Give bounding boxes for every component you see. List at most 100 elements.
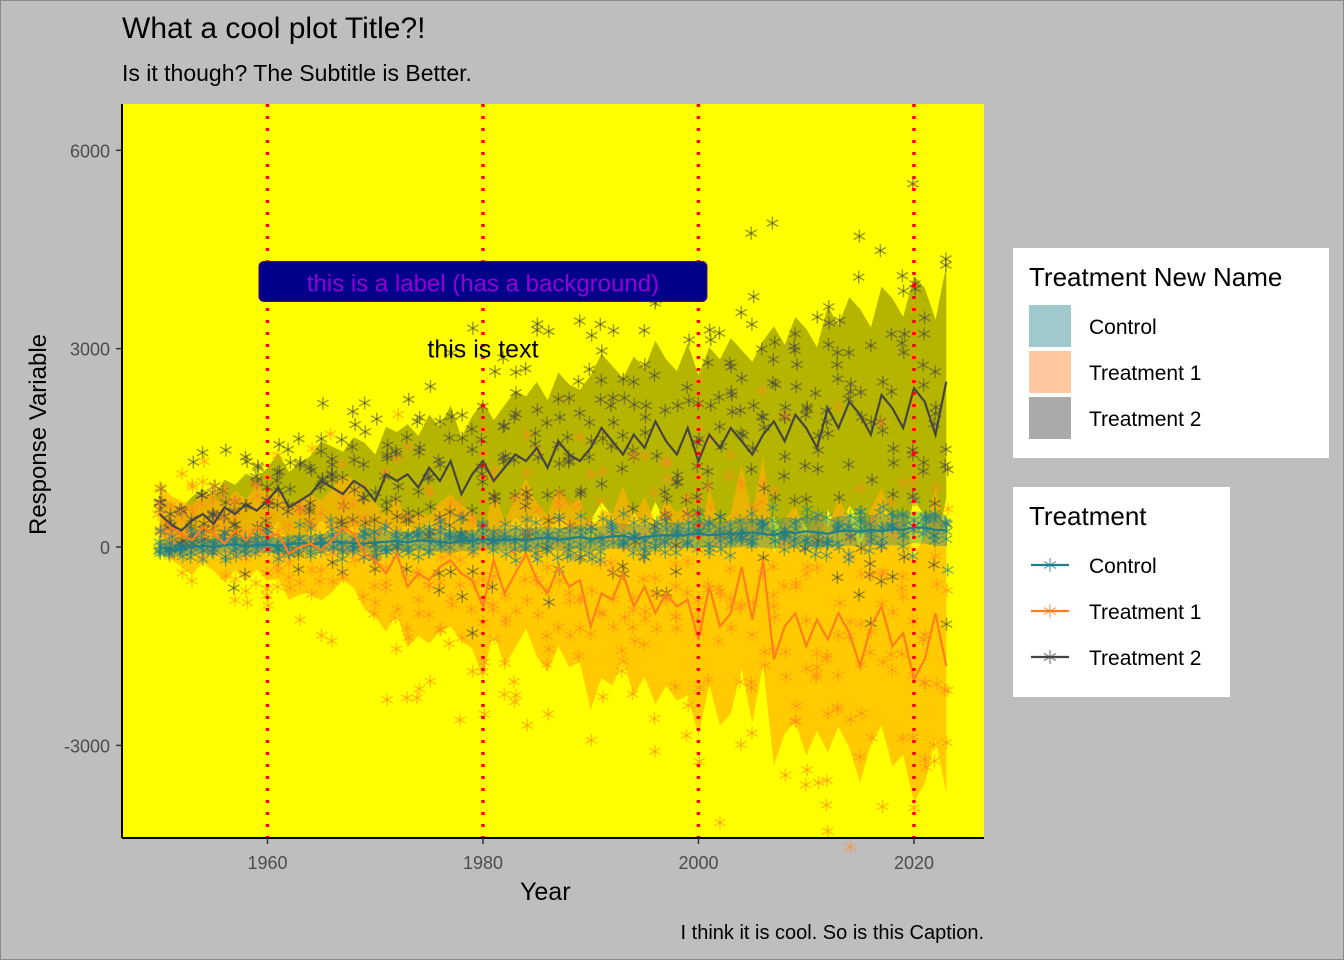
data-point bbox=[618, 391, 631, 405]
data-point bbox=[326, 458, 339, 472]
data-point bbox=[249, 546, 262, 560]
data-point bbox=[402, 630, 415, 644]
data-point bbox=[521, 594, 534, 608]
data-point bbox=[488, 525, 501, 539]
data-point bbox=[767, 352, 780, 366]
data-point bbox=[853, 750, 866, 764]
data-point bbox=[174, 504, 187, 518]
data-point bbox=[552, 392, 565, 406]
data-point bbox=[541, 539, 554, 553]
data-point bbox=[629, 634, 642, 648]
data-point bbox=[607, 536, 620, 550]
data-point bbox=[217, 491, 230, 505]
data-point bbox=[540, 542, 553, 556]
data-point bbox=[292, 503, 305, 517]
data-point bbox=[810, 539, 823, 553]
data-point bbox=[831, 346, 844, 360]
data-point bbox=[918, 311, 931, 325]
legend-line-key-treatment-2 bbox=[1031, 650, 1069, 664]
data-point bbox=[509, 365, 522, 379]
data-point bbox=[941, 683, 954, 697]
data-point bbox=[897, 284, 910, 298]
annotation-text: this is text bbox=[427, 336, 538, 364]
data-point bbox=[551, 496, 564, 510]
data-point bbox=[669, 680, 682, 694]
data-point bbox=[659, 514, 672, 528]
data-point bbox=[412, 445, 425, 459]
data-point bbox=[574, 509, 587, 523]
data-point bbox=[230, 549, 243, 563]
data-point bbox=[887, 442, 900, 456]
data-point bbox=[574, 621, 587, 635]
data-point bbox=[821, 707, 834, 721]
data-point bbox=[768, 335, 781, 349]
data-point bbox=[392, 407, 405, 421]
data-point bbox=[866, 473, 879, 487]
data-point bbox=[597, 607, 610, 621]
data-point bbox=[671, 399, 684, 413]
data-point bbox=[682, 394, 695, 408]
data-point bbox=[596, 464, 609, 478]
data-point bbox=[616, 539, 629, 553]
data-point bbox=[648, 485, 661, 499]
data-point bbox=[940, 617, 953, 631]
data-point bbox=[928, 529, 941, 543]
data-point bbox=[532, 503, 545, 517]
data-point bbox=[898, 327, 911, 341]
data-point bbox=[227, 581, 240, 595]
data-point bbox=[572, 649, 585, 663]
data-point bbox=[747, 399, 760, 413]
data-point bbox=[604, 556, 617, 570]
data-point bbox=[561, 430, 574, 444]
data-point bbox=[822, 300, 835, 314]
data-point bbox=[918, 628, 931, 642]
data-point bbox=[853, 229, 866, 243]
data-point bbox=[638, 324, 651, 338]
data-point bbox=[348, 483, 361, 497]
data-point bbox=[424, 500, 437, 514]
legend-point-swatch bbox=[1043, 560, 1057, 570]
data-point bbox=[638, 448, 651, 462]
series-line-treatment-2 bbox=[158, 381, 948, 532]
data-point bbox=[434, 457, 447, 471]
data-point bbox=[766, 216, 779, 230]
data-point bbox=[574, 537, 587, 551]
data-point bbox=[596, 431, 609, 445]
data-point bbox=[476, 665, 489, 679]
data-point bbox=[540, 629, 553, 643]
data-point bbox=[228, 509, 241, 523]
data-point bbox=[874, 416, 887, 430]
data-point bbox=[831, 668, 844, 682]
data-point bbox=[454, 553, 467, 567]
data-point bbox=[498, 687, 511, 701]
data-point bbox=[306, 442, 319, 456]
data-point bbox=[509, 407, 522, 421]
data-point bbox=[572, 374, 585, 388]
data-point bbox=[779, 645, 792, 659]
data-point bbox=[358, 491, 371, 505]
legend-fill-label-treatment-2: Treatment 2 bbox=[1089, 408, 1202, 431]
data-point bbox=[615, 664, 628, 678]
data-point bbox=[801, 502, 814, 516]
data-point bbox=[553, 487, 566, 501]
data-point bbox=[348, 553, 361, 567]
legend-fill-key-treatment-2 bbox=[1029, 397, 1071, 439]
data-point bbox=[809, 548, 822, 562]
data-point bbox=[865, 731, 878, 745]
data-point bbox=[401, 529, 414, 543]
data-point bbox=[917, 358, 930, 372]
data-point bbox=[508, 491, 521, 505]
data-point bbox=[304, 521, 317, 535]
annotation-label-background bbox=[258, 261, 708, 303]
data-point bbox=[745, 462, 758, 476]
data-point bbox=[801, 402, 814, 416]
data-point bbox=[585, 583, 598, 597]
data-point bbox=[833, 540, 846, 554]
data-point bbox=[284, 456, 297, 470]
data-point bbox=[422, 608, 435, 622]
data-point bbox=[273, 464, 286, 478]
data-point bbox=[488, 463, 501, 477]
data-point bbox=[357, 590, 370, 604]
data-point bbox=[897, 345, 910, 359]
